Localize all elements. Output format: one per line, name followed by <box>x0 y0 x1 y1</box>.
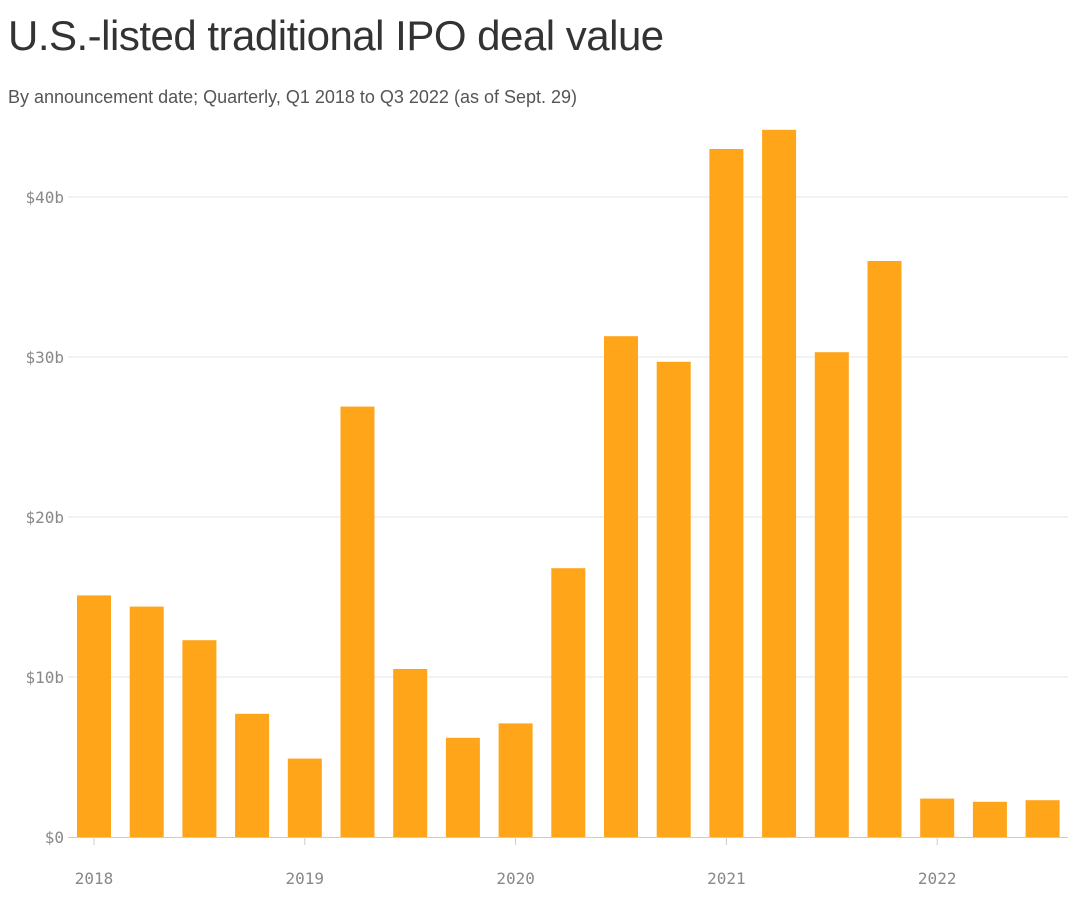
bars <box>77 129 1060 838</box>
bar-q3-2019 <box>393 669 428 837</box>
x-tick-label: 2021 <box>707 869 746 888</box>
bar-q1-2022 <box>920 798 955 837</box>
chart-subtitle: By announcement date; Quarterly, Q1 2018… <box>8 87 578 107</box>
y-axis-labels: $0 $10b $20b $30b $40b <box>25 188 64 847</box>
x-axis: 2018 2019 2020 2021 2022 <box>68 837 1068 888</box>
y-tick-label: $20b <box>25 508 64 527</box>
bar-q1-2018 <box>77 595 111 837</box>
y-tick-label: $30b <box>25 348 64 367</box>
bar-q1-2019 <box>287 758 322 837</box>
bottom-edge <box>0 893 1068 897</box>
x-tick-label: 2020 <box>496 869 535 888</box>
bar-q1-2020 <box>498 723 533 837</box>
bar-q2-2019 <box>340 406 375 837</box>
bar-q2-2020 <box>551 568 586 837</box>
bar-q1-2021 <box>709 149 744 837</box>
bar-q3-2021 <box>814 352 849 837</box>
bar-q4-2018 <box>235 713 270 837</box>
x-tick-label: 2018 <box>75 869 114 888</box>
bar-q3-2018 <box>182 640 217 837</box>
bar-q4-2019 <box>445 737 480 837</box>
bar-q2-2021 <box>762 129 797 838</box>
chart-title: U.S.-listed traditional IPO deal value <box>8 12 664 59</box>
bar-q2-2022 <box>972 801 1007 837</box>
bar-q2-2018 <box>129 606 164 837</box>
bar-q4-2021 <box>867 261 902 837</box>
y-tick-label: $40b <box>25 188 64 207</box>
y-tick-label: $0 <box>45 828 64 847</box>
bar-q3-2022 <box>1025 800 1060 837</box>
bar-q3-2020 <box>604 336 638 837</box>
x-tick-label: 2019 <box>286 869 325 888</box>
bar-q4-2020 <box>656 361 691 837</box>
x-tick-label: 2022 <box>918 869 957 888</box>
y-tick-label: $10b <box>25 668 64 687</box>
